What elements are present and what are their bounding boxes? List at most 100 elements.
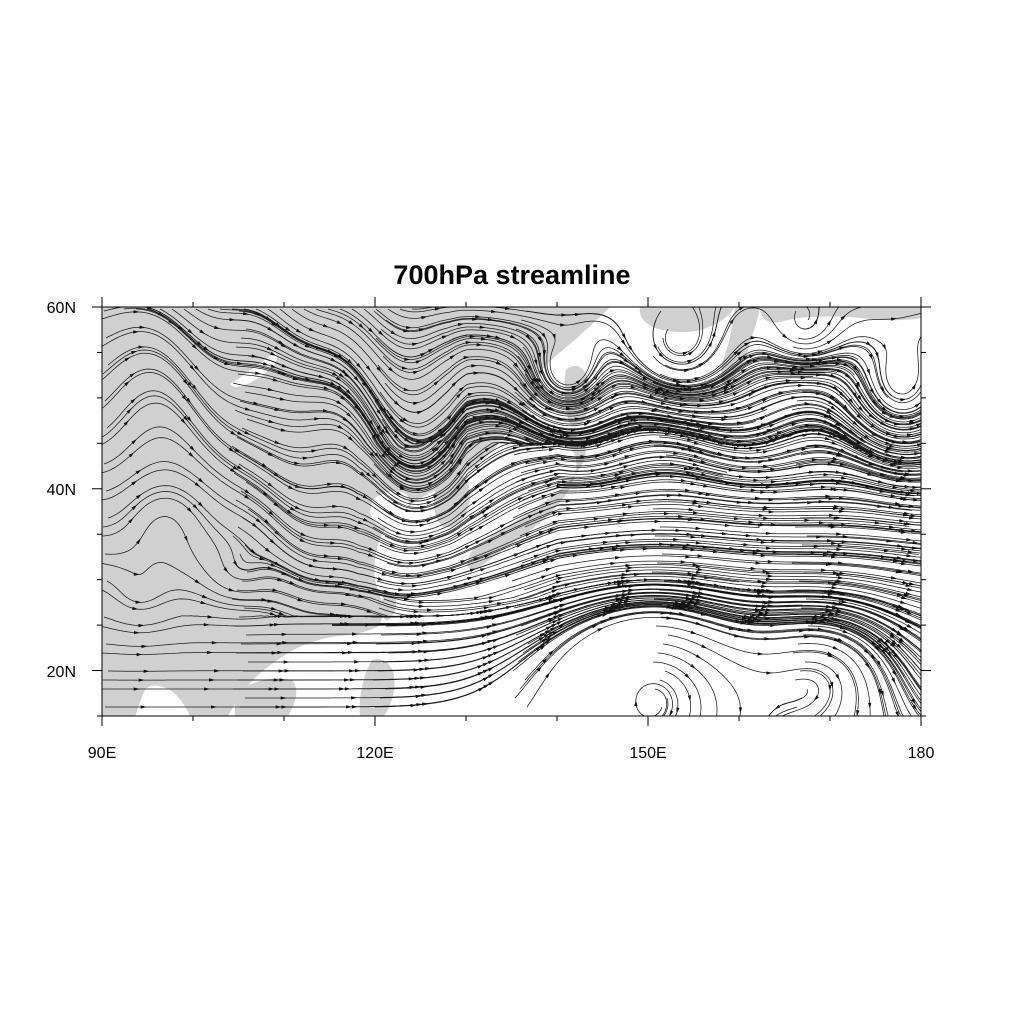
streamline [792, 312, 921, 350]
streamline-arrowhead [766, 577, 773, 581]
streamline [514, 518, 921, 546]
streamline-arrowhead [736, 350, 743, 356]
streamline-arrowhead [914, 402, 921, 408]
streamline-arrowhead [495, 398, 502, 402]
streamline-arrowhead [665, 389, 672, 393]
streamline-arrowhead [234, 448, 241, 453]
streamline-arrowhead [403, 548, 410, 553]
streamline-arrowhead [427, 481, 434, 486]
streamline-arrowhead [525, 533, 532, 537]
streamline [515, 456, 921, 483]
streamline-arrowhead [828, 497, 835, 501]
streamline [374, 605, 921, 713]
streamline-arrowhead [393, 463, 400, 468]
streamline-arrowhead [774, 435, 781, 439]
streamline-arrowhead [837, 451, 844, 456]
streamline [102, 395, 723, 544]
streamline-arrowhead [183, 415, 189, 422]
streamline-arrowhead [269, 538, 276, 545]
streamline-arrowhead [405, 539, 412, 543]
streamline [513, 434, 921, 468]
streamline-arrowhead [206, 650, 213, 655]
streamline-arrowhead [760, 540, 767, 544]
axis-ticks [92, 297, 931, 726]
streamline-arrowhead [825, 494, 832, 498]
streamline-arrowhead [255, 518, 262, 524]
streamline-arrowhead [869, 388, 875, 395]
streamline-arrowhead [865, 341, 872, 347]
streamline-arrowhead [816, 361, 823, 365]
streamline-arrowhead [327, 482, 334, 486]
streamline-arrowhead [481, 634, 488, 638]
streamline-arrowhead [420, 509, 427, 513]
streamlines [102, 307, 921, 716]
streamline-arrowhead [614, 393, 621, 397]
streamline-arrowhead [274, 561, 281, 566]
streamline-arrowhead [294, 461, 301, 465]
streamline-arrowhead [304, 343, 311, 348]
streamline-arrowhead [411, 342, 419, 346]
streamline-arrowhead [224, 361, 231, 366]
streamline-arrowhead [474, 463, 481, 469]
streamline-arrowhead [691, 414, 699, 418]
streamline [663, 490, 921, 508]
streamline-arrowhead [595, 381, 602, 387]
streamline-arrowhead [313, 558, 320, 562]
streamline-arrowhead [355, 496, 362, 501]
streamline-arrowhead [479, 325, 486, 329]
streamline-arrowhead [761, 584, 768, 589]
streamline-arrowhead [805, 423, 812, 428]
streamline-arrowhead [123, 420, 129, 426]
streamline-arrowhead [693, 454, 700, 458]
streamline-arrowhead [133, 631, 140, 635]
streamline-arrowhead [906, 624, 913, 629]
streamline [657, 499, 921, 516]
streamline-arrowhead [898, 504, 905, 508]
streamline-arrowhead [534, 469, 541, 473]
streamline-arrowhead [690, 548, 697, 552]
streamline-arrowhead [837, 637, 844, 642]
streamline [665, 307, 701, 354]
streamline-arrowhead [695, 570, 702, 574]
streamline-arrowhead [852, 365, 858, 372]
streamline [246, 588, 921, 640]
streamline-arrowhead [488, 600, 495, 604]
streamline [291, 308, 798, 414]
streamline-arrowhead [279, 397, 286, 401]
streamline-arrowhead [605, 531, 612, 536]
streamline [379, 382, 921, 447]
streamline-arrowhead [673, 537, 680, 542]
streamline-arrowhead [512, 426, 519, 431]
streamline-arrowhead [273, 502, 279, 508]
streamline-arrowhead [583, 387, 590, 393]
streamline-arrowhead [823, 617, 830, 621]
streamline-arrowhead [308, 327, 315, 332]
streamline-arrowhead [531, 494, 538, 499]
streamline-arrowhead [906, 554, 913, 558]
streamline-arrowhead [410, 530, 417, 534]
streamline [658, 436, 921, 469]
streamline-arrowhead [610, 561, 617, 566]
streamline-arrowhead [513, 553, 520, 557]
streamline-arrowhead [421, 564, 428, 568]
streamline [374, 494, 921, 564]
streamline-arrowhead [471, 500, 478, 505]
streamline-arrowhead [549, 528, 556, 533]
streamline-arrowhead [396, 460, 403, 466]
land-okhotsk-coast [639, 307, 735, 333]
streamline-arrowhead [826, 339, 833, 345]
streamline-arrowhead [673, 451, 680, 455]
streamline-arrowhead [399, 486, 406, 491]
streamline-arrowhead [332, 372, 339, 377]
streamline [519, 511, 921, 537]
streamline-arrowhead [880, 690, 884, 697]
streamline-arrowhead [548, 613, 555, 617]
streamline [515, 596, 921, 666]
streamline-arrowhead [365, 365, 371, 372]
streamline-arrowhead [877, 398, 883, 405]
streamline-arrowhead [698, 362, 705, 367]
streamline [240, 490, 912, 564]
streamline-arrowhead [488, 498, 495, 504]
streamline-arrowhead [242, 311, 250, 316]
streamline [801, 607, 921, 659]
